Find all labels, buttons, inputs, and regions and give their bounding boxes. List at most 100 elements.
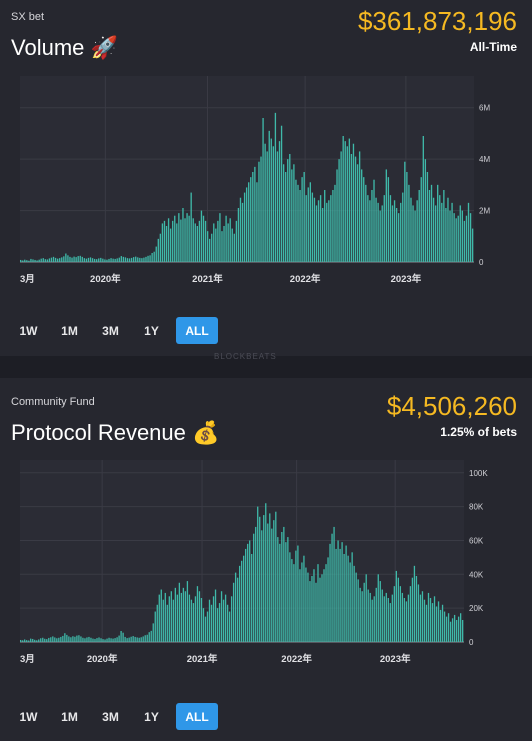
- bar: [152, 623, 154, 642]
- bar: [338, 159, 340, 262]
- bar: [260, 156, 262, 262]
- range-1y-button[interactable]: 1Y: [135, 317, 168, 344]
- bar: [223, 226, 225, 262]
- bar: [282, 164, 285, 262]
- bar: [415, 576, 418, 642]
- bar: [214, 589, 217, 642]
- bar: [94, 638, 96, 642]
- bar: [285, 542, 287, 642]
- bar: [381, 589, 383, 642]
- bar: [419, 594, 422, 642]
- bar: [410, 197, 412, 262]
- amount-caption: All-Time: [469, 40, 517, 54]
- bar: [367, 589, 369, 642]
- bar: [295, 550, 297, 642]
- bar: [190, 599, 193, 642]
- bar: [135, 256, 137, 262]
- bar: [369, 200, 371, 262]
- bar: [309, 182, 311, 262]
- bar: [148, 632, 150, 642]
- bar: [44, 259, 46, 262]
- bar: [254, 166, 256, 262]
- bar: [204, 220, 207, 262]
- range-all-button[interactable]: ALL: [176, 703, 218, 730]
- bar: [443, 611, 446, 642]
- bar: [157, 238, 159, 262]
- range-3m-button[interactable]: 3M: [94, 703, 127, 730]
- bar: [30, 258, 32, 262]
- bar: [122, 256, 125, 262]
- bar: [289, 154, 291, 262]
- range-all-button[interactable]: ALL: [176, 317, 218, 344]
- bar: [393, 586, 395, 642]
- bar: [90, 637, 92, 642]
- bar: [231, 228, 233, 262]
- bar: [220, 591, 223, 642]
- bar: [395, 208, 398, 262]
- bar: [359, 587, 361, 642]
- bar: [110, 258, 112, 262]
- bar: [158, 594, 160, 642]
- bar: [311, 576, 313, 642]
- bar: [85, 258, 88, 262]
- bar: [126, 258, 129, 262]
- bar: [437, 601, 440, 642]
- bar: [459, 205, 461, 262]
- bar: [241, 202, 244, 262]
- bar: [81, 256, 83, 262]
- bar: [106, 259, 108, 262]
- range-1w-button[interactable]: 1W: [12, 703, 45, 730]
- bar: [358, 151, 361, 262]
- bar: [333, 526, 335, 642]
- bar: [377, 202, 379, 262]
- bar: [190, 192, 192, 262]
- y-tick-label: 0: [469, 638, 474, 647]
- bar: [89, 257, 92, 262]
- bar: [182, 208, 184, 262]
- bar: [194, 223, 196, 262]
- range-3m-button[interactable]: 3M: [94, 317, 127, 344]
- range-1y-button[interactable]: 1Y: [135, 703, 168, 730]
- bar: [124, 257, 127, 262]
- y-tick-label: 40K: [469, 570, 484, 579]
- bar: [371, 599, 373, 642]
- bar: [36, 260, 38, 262]
- range-1m-button[interactable]: 1M: [53, 703, 86, 730]
- bar: [202, 215, 205, 262]
- bar: [46, 259, 49, 262]
- bar: [439, 609, 442, 642]
- bar: [329, 543, 331, 642]
- bar: [136, 637, 138, 642]
- bar: [172, 599, 174, 642]
- bar: [243, 192, 246, 262]
- bar: [305, 195, 307, 262]
- bar: [216, 608, 219, 642]
- bar: [408, 184, 410, 262]
- range-1m-button[interactable]: 1M: [53, 317, 86, 344]
- bar: [34, 639, 36, 642]
- bar: [295, 179, 297, 262]
- bar: [383, 596, 385, 642]
- bar: [402, 192, 404, 262]
- bar: [332, 190, 334, 262]
- bar: [361, 169, 363, 262]
- bar: [230, 596, 233, 642]
- x-tick-label: 2020年: [90, 273, 121, 285]
- bar: [289, 552, 291, 642]
- bar: [146, 634, 148, 642]
- range-1w-button[interactable]: 1W: [12, 317, 45, 344]
- bar: [32, 259, 34, 262]
- bar: [108, 637, 110, 642]
- bar: [461, 620, 464, 642]
- bar: [66, 634, 68, 642]
- bar: [248, 182, 250, 262]
- bar: [114, 638, 116, 642]
- bar: [132, 636, 134, 642]
- bar: [321, 208, 324, 262]
- bar: [389, 195, 392, 262]
- bar: [409, 586, 412, 642]
- bar: [276, 151, 279, 262]
- bar: [83, 258, 86, 262]
- bar: [156, 604, 158, 642]
- bar: [86, 637, 88, 642]
